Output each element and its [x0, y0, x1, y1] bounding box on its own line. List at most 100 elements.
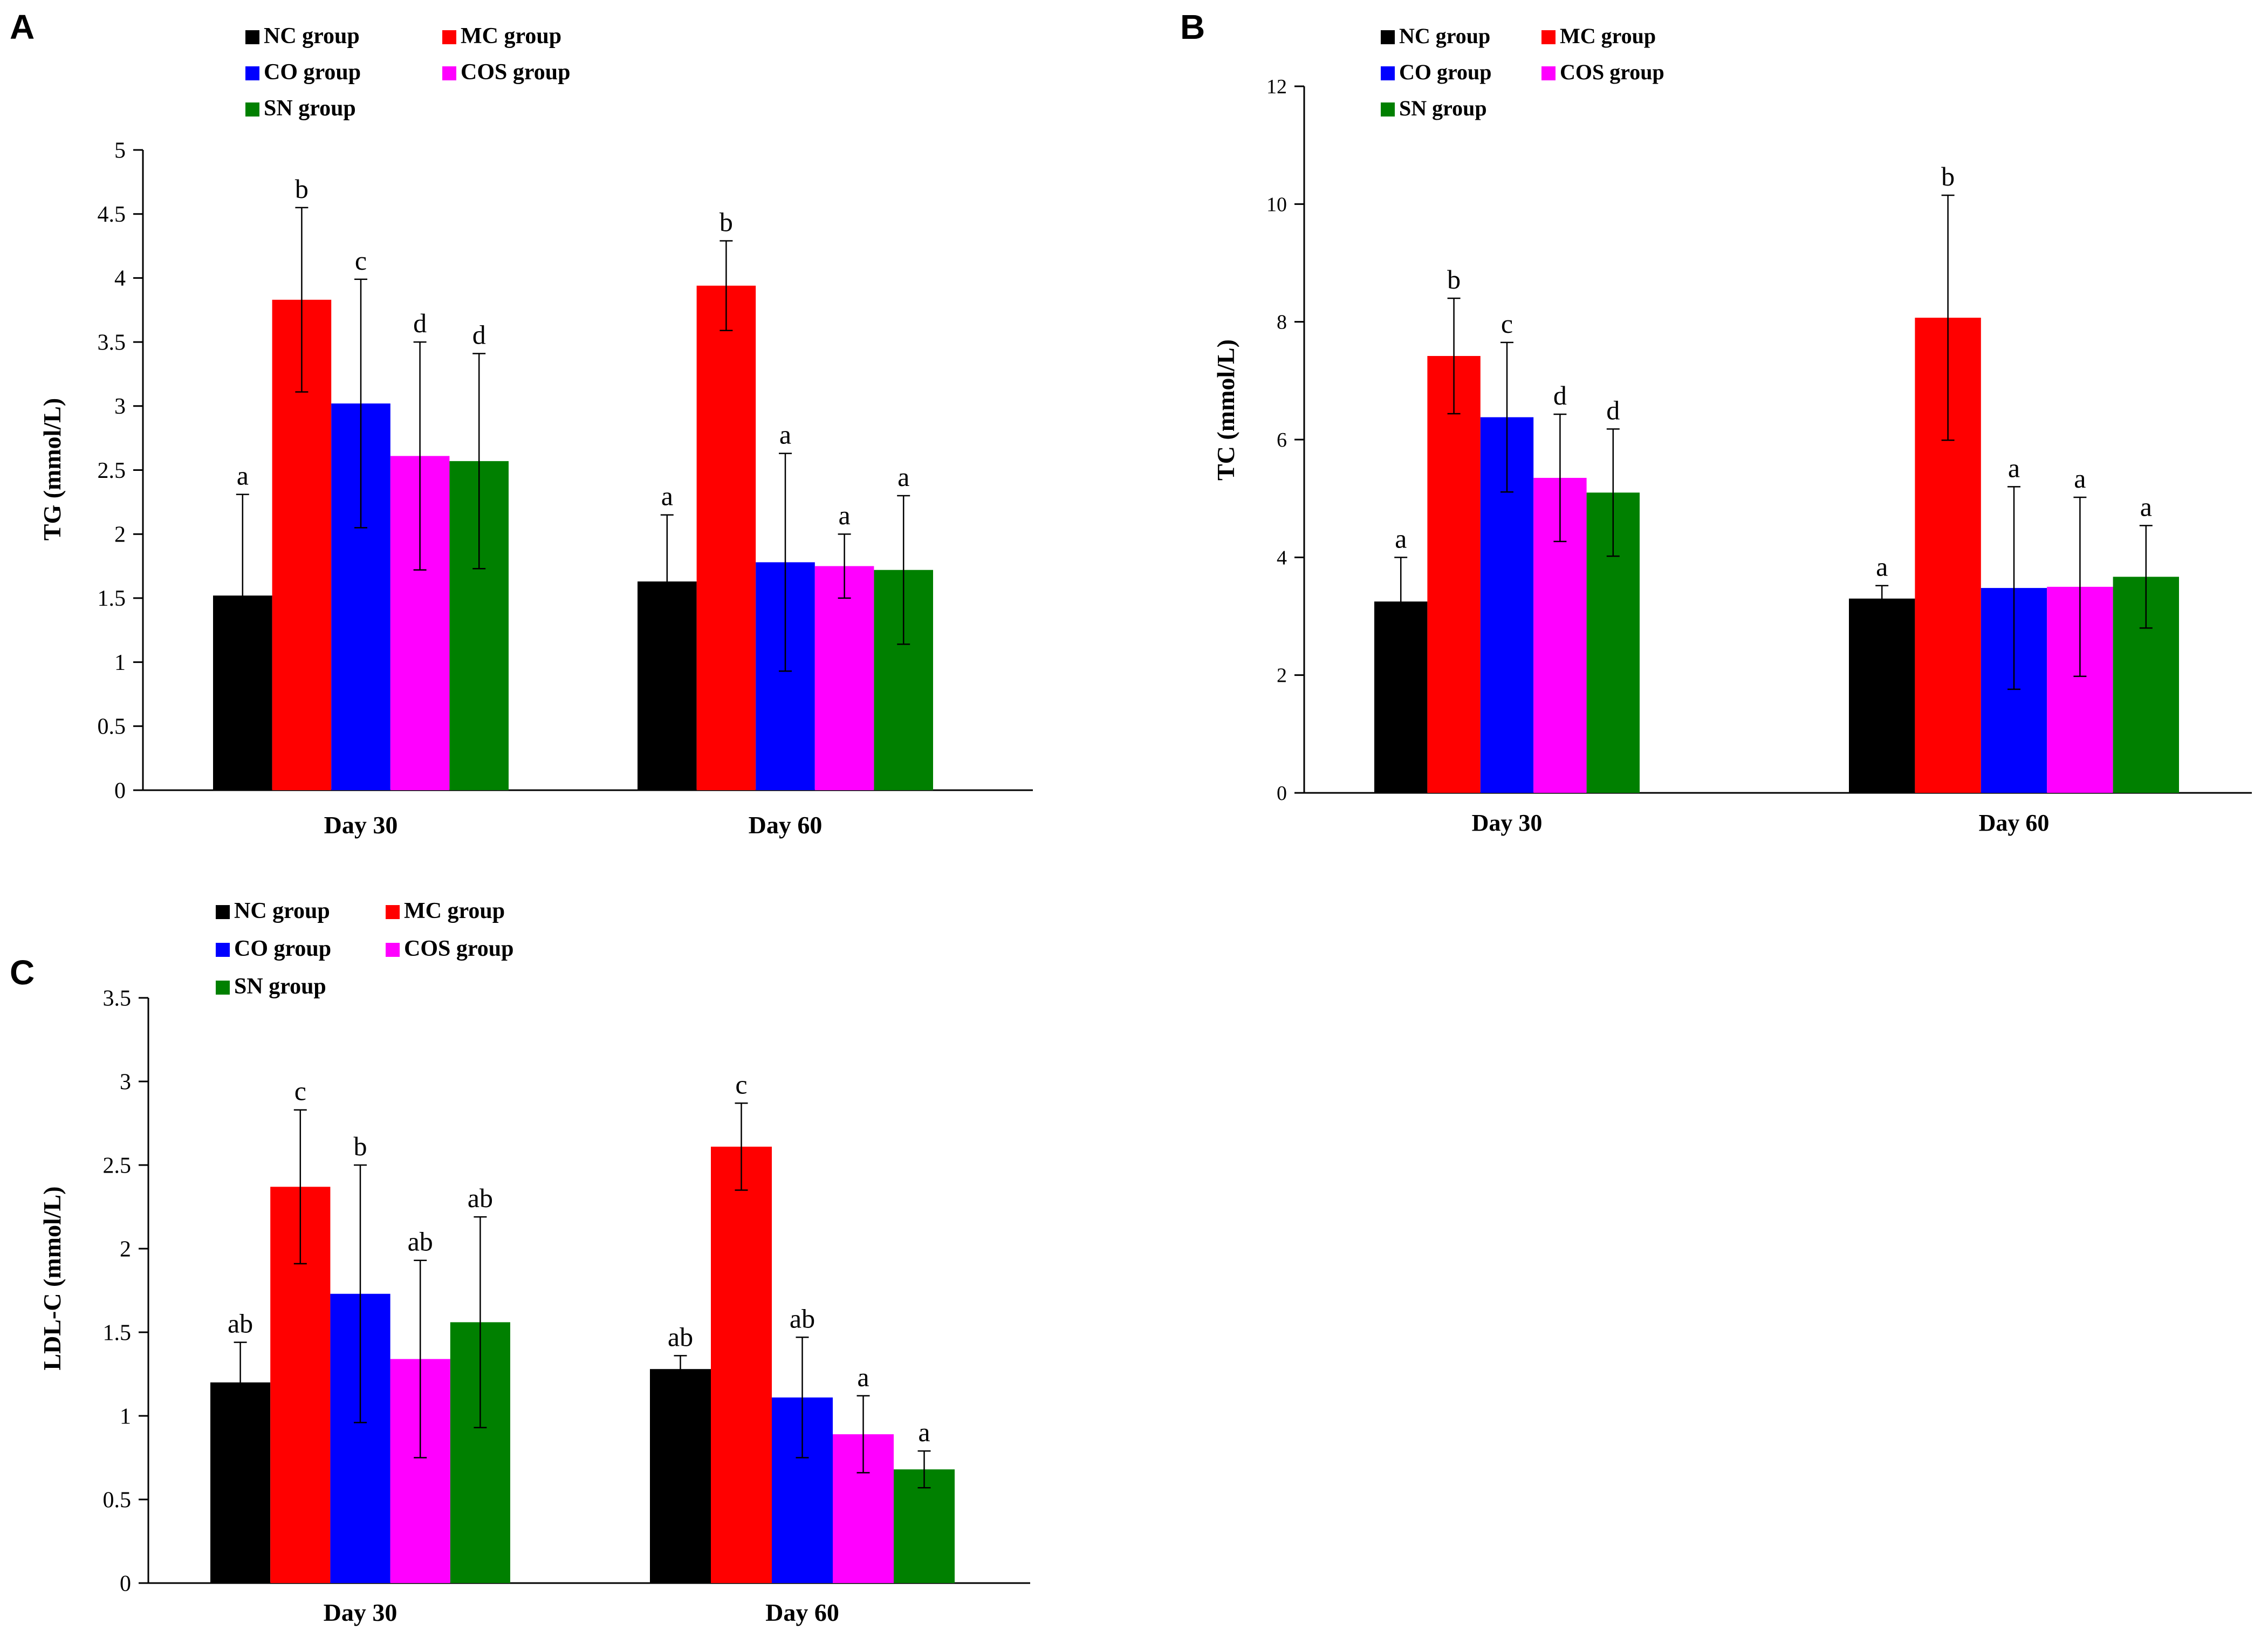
legend-label: SN group [264, 96, 356, 121]
significance-label: a [2074, 463, 2086, 494]
chart-panel-c: C NC group MC group CO group COS group SN gro… [10, 899, 1030, 1626]
y-tick-label: 0.5 [98, 715, 126, 739]
legend-item: COS group [1541, 60, 1664, 84]
legend-item: MC group [442, 24, 561, 49]
significance-label: ab [468, 1183, 493, 1213]
legend-swatch [1381, 66, 1395, 80]
legend-swatch [1381, 102, 1395, 117]
legend: NC group MC group CO group COS group SN grou… [245, 24, 570, 121]
bar [1427, 355, 1481, 793]
legend-swatch [216, 981, 230, 995]
legend-swatch [386, 943, 400, 957]
y-tick-label: 2.5 [103, 1153, 132, 1178]
significance-label: a [661, 481, 673, 511]
y-tick-label: 4.5 [98, 202, 126, 227]
legend-label: SN group [1399, 96, 1487, 120]
x-tick-label: Day 60 [1979, 810, 2050, 836]
y-tick-label: 4 [114, 266, 126, 291]
y-tick-label: 1 [120, 1404, 131, 1429]
y-tick-label: 0.5 [103, 1488, 132, 1512]
y-tick-label: 3.5 [98, 330, 126, 355]
y-tick-label: 2 [120, 1237, 131, 1262]
legend-swatch [442, 30, 456, 44]
legend-label: MC group [1560, 24, 1656, 48]
legend-item: NC group [1381, 24, 1490, 48]
significance-label: d [1606, 395, 1620, 425]
bar [1849, 598, 1915, 793]
significance-label: b [1447, 264, 1461, 295]
legend-label: NC group [1399, 24, 1490, 48]
legend: NC group MC group CO group COS group SN grou… [1381, 24, 1664, 120]
panel-letter: C [10, 953, 35, 992]
significance-label: c [355, 245, 367, 276]
legend-item: MC group [386, 899, 505, 923]
significance-label: a [2008, 453, 2020, 483]
y-tick-label: 1.5 [98, 586, 126, 611]
legend-label: NC group [234, 899, 330, 923]
significance-label: b [295, 174, 309, 204]
y-tick-label: 3 [114, 394, 126, 419]
y-tick-label: 3.5 [103, 986, 132, 1011]
y-tick-label: 5 [114, 138, 126, 163]
significance-label: c [294, 1076, 306, 1106]
legend-item: NC group [245, 24, 360, 49]
y-tick-label: 12 [1266, 76, 1287, 98]
significance-label: d [472, 319, 486, 350]
bar [711, 1146, 772, 1583]
legend-item: MC group [1541, 24, 1656, 48]
chart-panel-a: A NC group MC group CO group COS group SN gro… [10, 8, 1033, 839]
legend-swatch [386, 905, 400, 919]
x-tick-label: Day 60 [749, 811, 823, 839]
legend-label: SN group [234, 974, 326, 999]
significance-label: a [897, 462, 909, 492]
legend-item: SN group [216, 974, 326, 999]
y-tick-label: 10 [1266, 193, 1287, 216]
bar [650, 1369, 711, 1583]
y-tick-label: 8 [1277, 311, 1287, 334]
x-tick-label: Day 30 [324, 811, 398, 839]
legend-item: COS group [386, 936, 513, 961]
legend-label: CO group [1399, 60, 1492, 84]
significance-label: a [1876, 552, 1888, 582]
y-tick-label: 1.5 [103, 1320, 132, 1345]
x-tick-label: Day 60 [765, 1599, 839, 1626]
bar [696, 285, 756, 790]
legend-label: CO group [264, 60, 361, 85]
x-tick-label: Day 30 [1472, 810, 1543, 836]
significance-label: d [413, 308, 427, 338]
legend-swatch [216, 943, 230, 957]
y-tick-label: 2 [1277, 665, 1287, 687]
legend: NC group MC group CO group COS group SN grou… [216, 899, 513, 999]
panel-letter: B [1180, 8, 1205, 46]
legend-item: SN group [1381, 96, 1487, 120]
significance-label: a [2140, 491, 2152, 522]
significance-label: ab [668, 1321, 693, 1352]
y-axis-label: TG (mmol/L) [38, 398, 66, 540]
legend-swatch [245, 102, 259, 117]
y-tick-label: 2 [114, 522, 126, 547]
legend-item: COS group [442, 60, 570, 85]
legend-swatch [216, 905, 230, 919]
panel-letter: A [10, 8, 35, 46]
legend-item: CO group [1381, 60, 1492, 84]
significance-label: c [735, 1069, 747, 1099]
legend-label: COS group [404, 936, 513, 961]
legend-swatch [245, 30, 259, 44]
legend-swatch [442, 66, 456, 80]
legend-label: MC group [461, 24, 561, 49]
legend-item: CO group [245, 60, 361, 85]
y-tick-label: 6 [1277, 429, 1287, 451]
y-tick-label: 4 [1277, 546, 1287, 569]
significance-label: b [354, 1131, 367, 1161]
significance-label: a [237, 461, 249, 491]
legend-swatch [1381, 30, 1395, 44]
legend-label: CO group [234, 936, 331, 961]
y-axis-label: LDL-C (mmol/L) [38, 1186, 66, 1370]
y-tick-label: 3 [120, 1070, 131, 1094]
significance-label: a [857, 1362, 869, 1392]
x-tick-label: Day 30 [324, 1599, 398, 1626]
y-axis-label: TC (mmol/L) [1212, 339, 1239, 481]
legend-label: MC group [404, 899, 505, 923]
legend-swatch [1541, 30, 1556, 44]
